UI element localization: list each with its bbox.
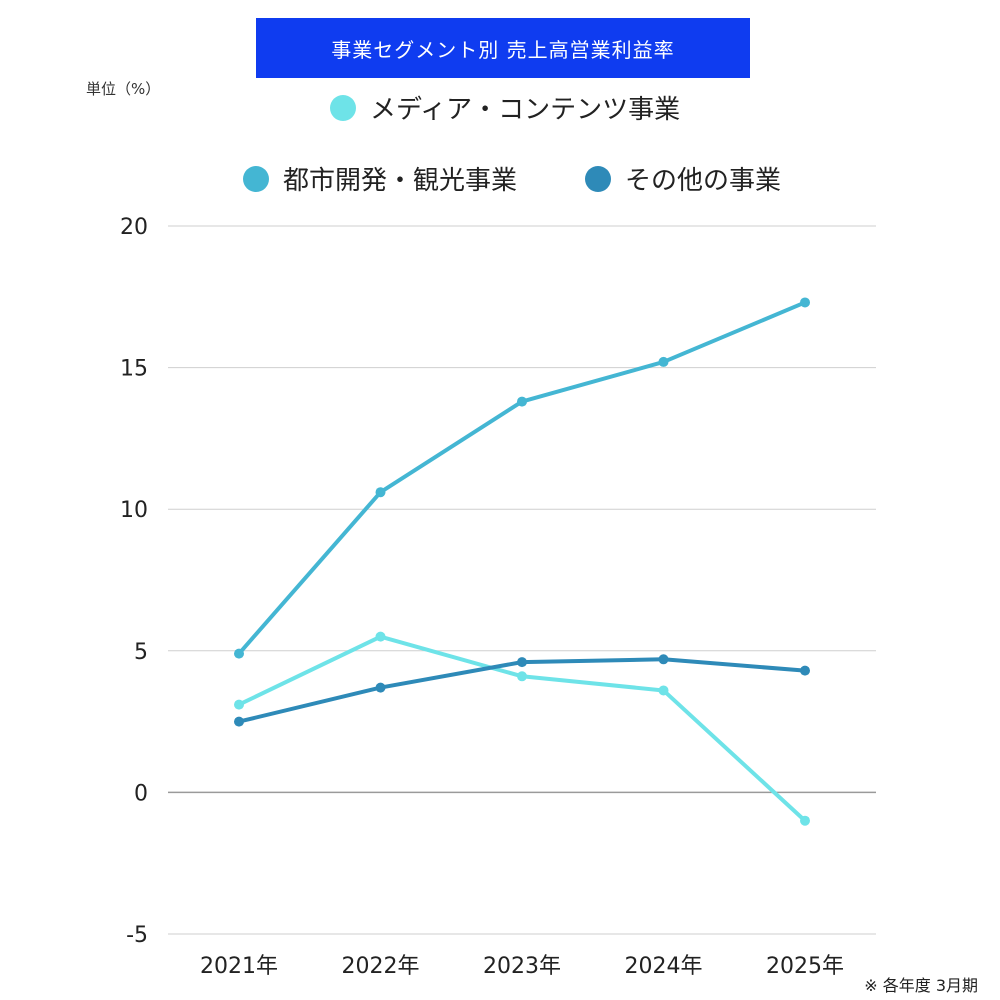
unit-label: 単位（%） [86,80,161,98]
legend-dot-other [585,165,611,192]
chart-title: 事業セグメント別 売上高営業利益率 [256,18,750,78]
legend-item-media: メディア・コンテンツ事業 [330,89,680,126]
y-tick-label: 15 [120,357,148,382]
legend-item-other: その他の事業 [585,160,781,197]
data-point-2 [375,682,386,693]
data-point-0 [658,685,669,696]
data-point-1 [234,648,244,659]
data-point-2 [658,654,669,665]
data-point-1 [517,396,527,407]
legend-label-urban: 都市開発・観光事業 [283,166,518,196]
data-point-0 [234,699,244,710]
legend-dot-media [330,94,356,121]
legend-item-urban: 都市開発・観光事業 [243,160,517,197]
legend-label-other: その他の事業 [625,166,782,196]
data-point-0 [517,671,527,682]
series-line-1 [237,300,807,656]
y-tick-label: -5 [126,923,148,948]
y-tick-label: 10 [120,498,148,523]
data-point-2 [800,665,810,676]
x-tick-label: 2021年 [200,954,278,979]
data-point-0 [375,631,386,642]
data-point-1 [375,487,386,498]
legend-dot-urban [243,165,269,192]
data-point-0 [800,815,810,826]
x-tick-label: 2024年 [625,954,703,979]
x-tick-label: 2023年 [483,954,561,979]
data-point-1 [658,356,669,367]
series-line-2 [237,657,807,724]
x-tick-label: 2025年 [766,954,844,979]
y-tick-label: 20 [120,215,148,240]
data-point-1 [800,297,810,308]
y-tick-label: 5 [134,640,148,665]
footnote: ※ 各年度 3月期 [864,976,978,995]
legend-label-media: メディア・コンテンツ事業 [370,95,681,125]
data-point-2 [517,657,527,668]
data-point-2 [234,716,244,727]
y-tick-label: 0 [134,781,148,806]
x-tick-label: 2022年 [342,954,420,979]
